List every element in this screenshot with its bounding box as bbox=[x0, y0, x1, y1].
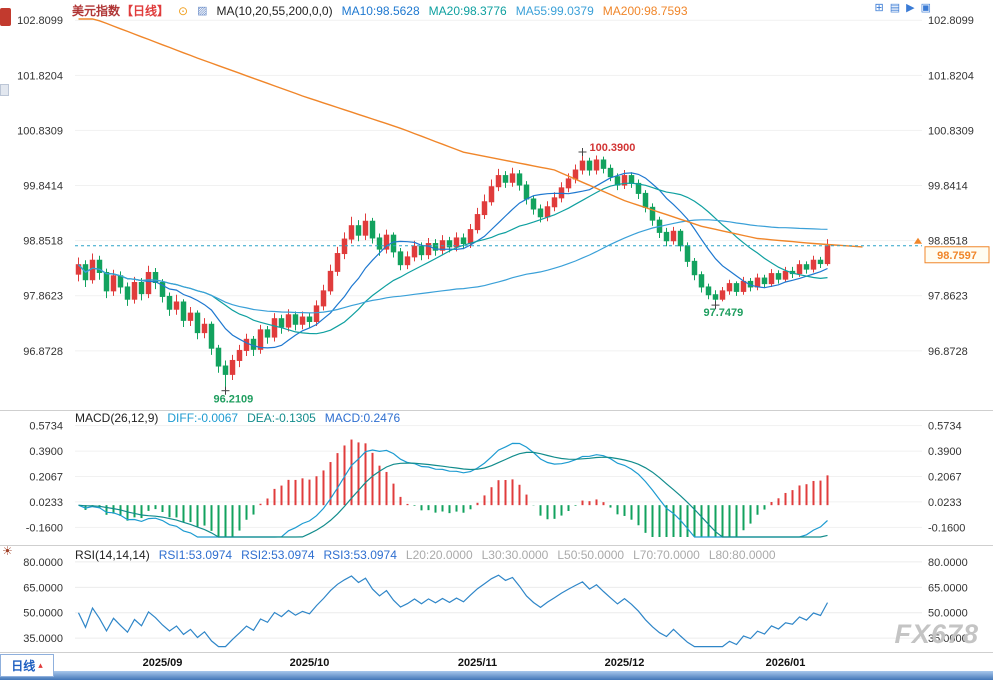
symbol-title: 美元指数 bbox=[72, 4, 121, 18]
macd-title: MACD(26,12,9) bbox=[75, 411, 159, 425]
bottom-scrollbar[interactable] bbox=[0, 671, 993, 680]
period-selector-label: 日线 bbox=[11, 659, 36, 673]
svg-text:65.0000: 65.0000 bbox=[928, 582, 968, 594]
layout-toolbar: ⊞ ▤ ▶ ▣ bbox=[875, 2, 932, 14]
rsi2-value: RSI2:53.0974 bbox=[241, 548, 315, 562]
svg-text:100.3900: 100.3900 bbox=[590, 142, 636, 154]
macd-value: MACD:0.2476 bbox=[324, 411, 401, 425]
ma-settings-icon[interactable]: ▨ bbox=[197, 5, 208, 17]
rsi-title: RSI(14,14,14) bbox=[75, 548, 150, 562]
period-selector[interactable]: 日线 ▴ bbox=[0, 654, 54, 677]
svg-text:2025/11: 2025/11 bbox=[458, 657, 497, 669]
svg-text:99.8414: 99.8414 bbox=[928, 181, 968, 193]
svg-text:50.0000: 50.0000 bbox=[23, 608, 63, 620]
rsi1-value: RSI1:53.0974 bbox=[158, 548, 233, 562]
svg-text:35.0000: 35.0000 bbox=[23, 633, 63, 645]
svg-text:80.0000: 80.0000 bbox=[23, 557, 63, 569]
svg-text:97.8623: 97.8623 bbox=[23, 291, 63, 303]
svg-text:102.8099: 102.8099 bbox=[17, 15, 63, 27]
svg-text:-0.1600: -0.1600 bbox=[928, 522, 965, 534]
ma10-value: MA10:98.5628 bbox=[341, 3, 420, 18]
collapse-indicator-icon[interactable]: ⊙ bbox=[178, 3, 189, 18]
layout-columns-icon[interactable]: ▤ bbox=[889, 2, 901, 14]
svg-text:97.8623: 97.8623 bbox=[928, 291, 968, 303]
svg-text:99.8414: 99.8414 bbox=[23, 181, 63, 193]
svg-text:0.0233: 0.0233 bbox=[29, 497, 63, 509]
svg-text:96.8728: 96.8728 bbox=[928, 346, 968, 358]
chart-style-icon[interactable]: ▣ bbox=[920, 2, 931, 14]
alert-tab-icon[interactable] bbox=[0, 8, 11, 26]
svg-text:97.7479: 97.7479 bbox=[704, 307, 744, 319]
svg-text:0.0233: 0.0233 bbox=[928, 497, 962, 509]
svg-text:2025/12: 2025/12 bbox=[605, 657, 645, 669]
rsi-l50-label: L50:50.0000 bbox=[557, 548, 625, 562]
indicator-settings-icon[interactable]: ☀ bbox=[2, 544, 13, 558]
svg-text:2025/09: 2025/09 bbox=[143, 657, 183, 669]
macd-dea-value: DEA:-0.1305 bbox=[247, 411, 316, 425]
macd-diff-value: DIFF:-0.0067 bbox=[167, 411, 239, 425]
svg-text:0.5734: 0.5734 bbox=[29, 421, 63, 433]
rsi-header: RSI(14,14,14) RSI1:53.0974 RSI2:53.0974 … bbox=[75, 548, 776, 562]
svg-text:101.8204: 101.8204 bbox=[17, 70, 63, 82]
svg-text:0.2067: 0.2067 bbox=[928, 472, 962, 484]
svg-text:65.0000: 65.0000 bbox=[23, 582, 63, 594]
svg-text:98.8518: 98.8518 bbox=[928, 236, 968, 248]
rsi3-value: RSI3:53.0974 bbox=[323, 548, 397, 562]
svg-text:98.7597: 98.7597 bbox=[937, 250, 977, 262]
rsi-l30-label: L30:30.0000 bbox=[481, 548, 549, 562]
watermark: FX678 bbox=[894, 619, 979, 649]
svg-text:100.8309: 100.8309 bbox=[17, 125, 63, 137]
svg-text:0.3900: 0.3900 bbox=[928, 446, 962, 458]
ma200-value: MA200:98.7593 bbox=[602, 3, 688, 18]
main-chart-header: 美元指数 【日线】 ⊙ ▨ MA(10,20,55,200,0,0) MA10:… bbox=[72, 2, 688, 19]
svg-text:80.0000: 80.0000 bbox=[928, 557, 968, 569]
svg-text:35.0000: 35.0000 bbox=[928, 633, 968, 645]
macd-header: MACD(26,12,9) DIFF:-0.0067 DEA:-0.1305 M… bbox=[75, 411, 400, 425]
svg-text:96.2109: 96.2109 bbox=[214, 394, 254, 406]
svg-text:0.2067: 0.2067 bbox=[29, 472, 63, 484]
svg-text:101.8204: 101.8204 bbox=[928, 70, 974, 82]
next-chart-icon[interactable]: ▶ bbox=[906, 2, 915, 14]
svg-text:50.0000: 50.0000 bbox=[928, 608, 968, 620]
period-label: 【日线】 bbox=[121, 4, 170, 18]
rsi-l70-label: L70:70.0000 bbox=[633, 548, 700, 562]
rsi-l20-label: L20:20.0000 bbox=[405, 548, 473, 562]
rsi-l80-label: L80:80.0000 bbox=[708, 548, 776, 562]
svg-text:100.8309: 100.8309 bbox=[928, 125, 974, 137]
ma-settings-label: MA(10,20,55,200,0,0) bbox=[216, 3, 333, 18]
svg-text:2026/01: 2026/01 bbox=[766, 657, 806, 669]
svg-text:102.8099: 102.8099 bbox=[928, 15, 974, 27]
svg-text:98.8518: 98.8518 bbox=[23, 236, 63, 248]
svg-text:0.3900: 0.3900 bbox=[29, 446, 63, 458]
svg-text:2025/10: 2025/10 bbox=[290, 657, 330, 669]
chevron-up-icon: ▴ bbox=[38, 660, 43, 670]
collapse-left-icon[interactable] bbox=[0, 84, 9, 96]
ma20-value: MA20:98.3776 bbox=[428, 3, 507, 18]
svg-text:96.8728: 96.8728 bbox=[23, 346, 63, 358]
ma55-value: MA55:99.0379 bbox=[515, 3, 594, 18]
svg-text:0.5734: 0.5734 bbox=[928, 421, 962, 433]
svg-text:-0.1600: -0.1600 bbox=[26, 522, 63, 534]
layout-grid-icon[interactable]: ⊞ bbox=[874, 2, 884, 14]
